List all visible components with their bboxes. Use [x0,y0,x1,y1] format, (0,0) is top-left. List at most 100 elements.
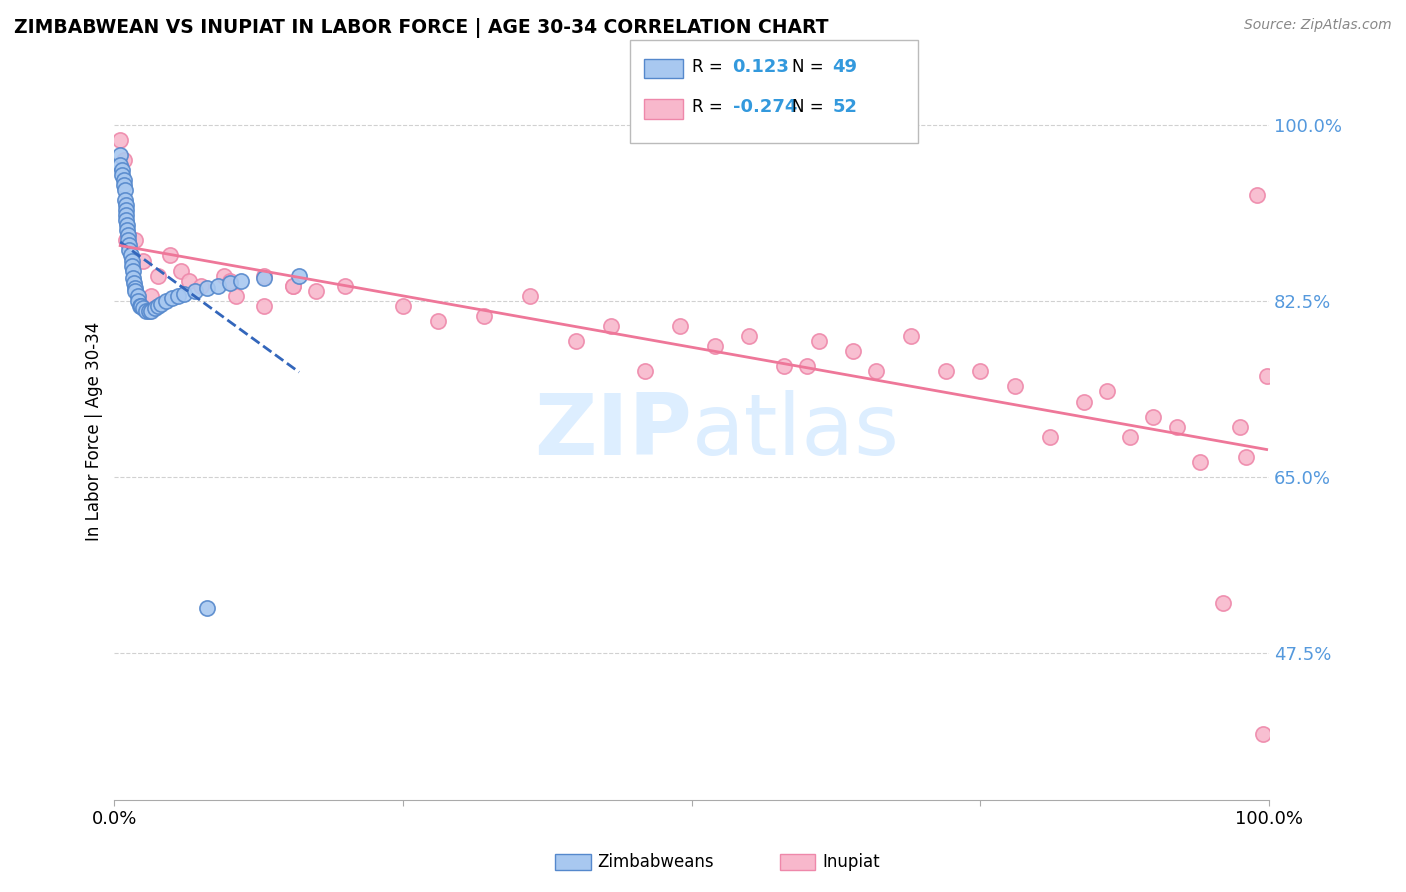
Point [114,193,136,207]
Point [128,299,150,313]
Point [669,318,692,333]
Point [288,268,311,283]
Point [1246,188,1268,202]
Point [335,278,357,293]
Point [1212,596,1234,610]
Point [225,289,247,303]
Point [190,278,212,293]
Point [115,233,138,247]
Point [115,223,138,237]
Point [115,198,138,212]
Point [738,329,761,343]
Point [1073,394,1095,409]
Point [148,268,170,283]
Point [122,263,145,277]
Point [519,289,541,303]
Point [117,233,139,247]
Point [218,276,240,290]
Point [160,291,183,305]
Point [865,364,887,378]
Point [842,344,865,359]
Point [124,284,146,298]
Point [1119,430,1142,444]
Point [115,219,138,233]
Point [143,301,166,315]
Point [127,293,149,308]
Point [108,147,131,161]
Point [118,244,141,258]
Point [773,359,796,374]
Text: R =: R = [692,58,723,76]
Point [207,278,229,293]
Point [900,329,922,343]
Point [127,289,149,303]
Point [159,248,181,262]
Point [118,238,141,252]
Point [170,263,193,277]
Text: Zimbabweans: Zimbabweans [598,853,714,871]
Point [807,334,830,348]
Point [426,314,449,328]
Point [141,304,163,318]
Text: atlas: atlas [692,391,900,474]
Point [108,133,131,147]
Point [111,168,134,182]
Point [969,364,991,378]
Text: Inupiat: Inupiat [823,853,880,871]
Point [565,334,588,348]
Text: 52: 52 [832,98,858,116]
Point [392,299,415,313]
Point [305,284,328,298]
Point [195,281,218,295]
Point [112,173,135,187]
Point [179,274,201,288]
Point [132,301,155,315]
Point [132,253,155,268]
Point [124,281,146,295]
Point [135,304,157,318]
Point [122,276,145,290]
Text: 0.123: 0.123 [733,58,789,76]
Point [141,289,163,303]
Point [1004,379,1026,393]
Point [148,299,170,313]
Point [1234,450,1257,464]
Point [472,309,495,323]
Point [114,183,136,197]
Point [112,178,135,192]
Point [117,228,139,243]
Point [1166,419,1188,434]
Point [1038,430,1060,444]
Point [149,297,172,311]
Text: Source: ZipAtlas.com: Source: ZipAtlas.com [1244,18,1392,32]
Point [120,248,142,262]
Y-axis label: In Labor Force | Age 30-34: In Labor Force | Age 30-34 [86,322,103,541]
Point [703,339,725,353]
Point [634,364,657,378]
Text: ZIMBABWEAN VS INUPIAT IN LABOR FORCE | AGE 30-34 CORRELATION CHART: ZIMBABWEAN VS INUPIAT IN LABOR FORCE | A… [14,18,828,37]
Point [253,270,276,285]
Point [231,274,253,288]
Point [253,268,276,283]
Point [218,274,240,288]
Point [796,359,818,374]
Point [1229,419,1251,434]
Point [115,213,138,227]
Point [1097,384,1119,399]
Point [1142,409,1164,424]
Point [599,318,621,333]
Point [1256,369,1278,384]
Text: N =: N = [792,58,823,76]
Point [283,278,305,293]
Point [124,233,146,247]
Point [212,268,235,283]
Point [167,289,190,303]
Point [129,299,152,313]
Point [155,293,177,308]
Point [1251,727,1274,741]
Text: -0.274: -0.274 [733,98,797,116]
Text: R =: R = [692,98,723,116]
Text: N =: N = [792,98,823,116]
Text: ZIP: ZIP [534,391,692,474]
Text: 49: 49 [832,58,858,76]
